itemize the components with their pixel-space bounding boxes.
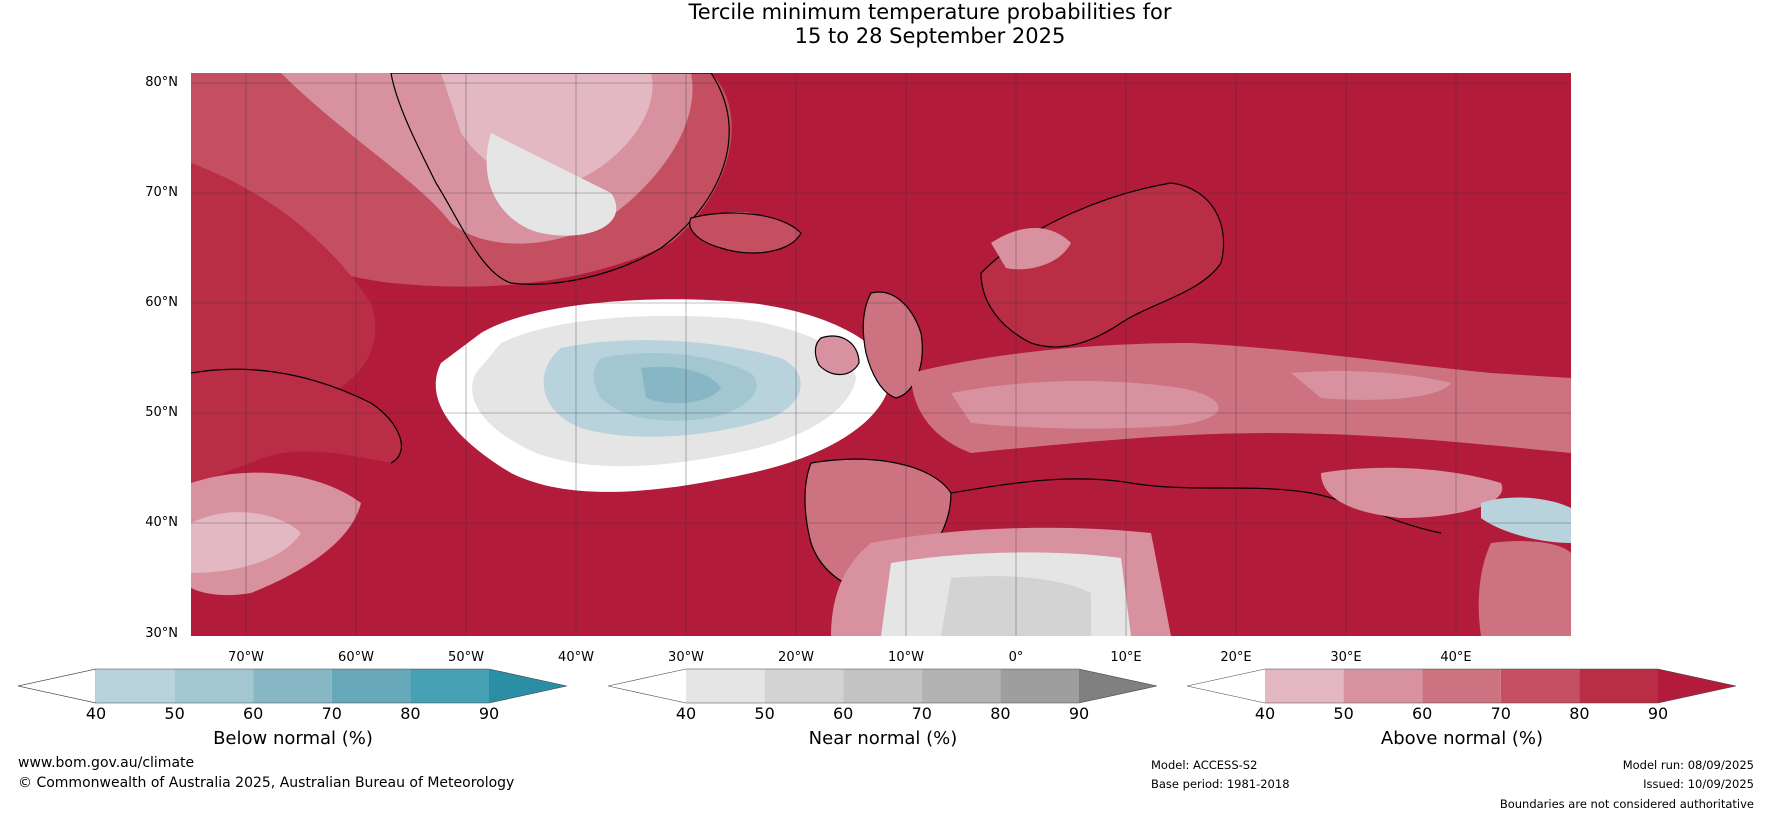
lat-label-50n: 50°N xyxy=(145,405,178,420)
map-title: Tercile minimum temperature probabilitie… xyxy=(0,0,1770,48)
lat-label-30n: 30°N xyxy=(145,626,178,641)
below-tick-80: 80 xyxy=(400,704,421,723)
lon-label-40w: 40°W xyxy=(558,650,594,665)
colorbar-below-arrow-high xyxy=(489,669,567,703)
above-tick-90: 90 xyxy=(1647,704,1669,723)
footer-copyright: © Commonwealth of Australia 2025, Austra… xyxy=(18,775,515,791)
below-tick-70: 70 xyxy=(321,704,342,723)
near-tick-70: 70 xyxy=(911,704,932,723)
colorbar-below-title: Below normal (%) xyxy=(213,728,373,749)
colorbar-below-bin-4 xyxy=(331,669,411,703)
above-tick-60: 60 xyxy=(1412,704,1433,723)
lon-label-30w: 30°W xyxy=(668,650,704,665)
footer-issued: Issued: 10/09/2025 xyxy=(1643,777,1754,791)
colorbar-below-bin-3 xyxy=(253,669,332,703)
lat-label-80n: 80°N xyxy=(145,75,178,90)
lon-label-30e: 30°E xyxy=(1330,650,1362,665)
lon-label-60w: 60°W xyxy=(338,650,374,665)
colorbar-above-arrow-high xyxy=(1658,669,1736,703)
footer-website: www.bom.gov.au/climate xyxy=(18,755,195,771)
lat-label-60n: 60°N xyxy=(145,295,178,310)
lon-label-0: 0° xyxy=(1008,650,1024,665)
near-tick-60: 60 xyxy=(833,704,854,723)
colorbar-near-title: Near normal (%) xyxy=(808,728,958,749)
near-tick-80: 80 xyxy=(990,704,1011,723)
colorbar-above-bin-2 xyxy=(1343,669,1423,703)
below-tick-50: 50 xyxy=(164,704,185,723)
colorbar-near-bin-3 xyxy=(843,669,922,703)
lon-label-10w: 10°W xyxy=(888,650,924,665)
lon-label-50w: 50°W xyxy=(448,650,484,665)
colorbar-above-title: Above normal (%) xyxy=(1380,728,1544,749)
colorbar-above-bin-3 xyxy=(1422,669,1501,703)
footer-model: Model: ACCESS-S2 xyxy=(1151,758,1258,772)
lat-label-40n: 40°N xyxy=(145,515,178,530)
colorbar-near-bin-4 xyxy=(921,669,1001,703)
below-tick-90: 90 xyxy=(478,704,500,723)
above-tick-50: 50 xyxy=(1333,704,1354,723)
map-canvas xyxy=(191,73,1571,636)
colorbar-below-bin-2 xyxy=(174,669,254,703)
colorbar-above-bin-1 xyxy=(1265,669,1344,703)
colorbar-near-bin-1 xyxy=(686,669,765,703)
colorbar-above-arrow-low xyxy=(1187,669,1265,703)
above-tick-70: 70 xyxy=(1490,704,1511,723)
probability-map xyxy=(191,73,1571,636)
colorbar-near-arrow-low xyxy=(608,669,686,703)
colorbar-above-bin-5 xyxy=(1579,669,1658,703)
colorbar-near-bin-2 xyxy=(764,669,844,703)
footer-model-run: Model run: 08/09/2025 xyxy=(1622,758,1754,772)
near-tick-40: 40 xyxy=(675,704,697,723)
colorbar-above-bin-4 xyxy=(1500,669,1580,703)
colorbar-below-bin-5 xyxy=(410,669,489,703)
lon-label-20w: 20°W xyxy=(778,650,814,665)
near-tick-90: 90 xyxy=(1068,704,1090,723)
above-tick-40: 40 xyxy=(1254,704,1276,723)
lat-label-70n: 70°N xyxy=(145,185,178,200)
colorbar-near-arrow-high xyxy=(1079,669,1157,703)
lon-label-10e: 10°E xyxy=(1110,650,1142,665)
lon-label-20e: 20°E xyxy=(1220,650,1252,665)
colorbar-near-normal xyxy=(608,668,1158,704)
above-tick-80: 80 xyxy=(1569,704,1590,723)
title-line-1: Tercile minimum temperature probabilitie… xyxy=(688,0,1172,24)
lon-label-70w: 70°W xyxy=(228,650,264,665)
lon-label-40e: 40°E xyxy=(1440,650,1472,665)
below-tick-40: 40 xyxy=(85,704,107,723)
below-tick-60: 60 xyxy=(243,704,264,723)
colorbar-below-bin-1 xyxy=(96,669,175,703)
colorbar-below-normal xyxy=(18,668,568,704)
colorbar-near-bin-5 xyxy=(1000,669,1079,703)
near-tick-50: 50 xyxy=(754,704,775,723)
title-line-2: 15 to 28 September 2025 xyxy=(794,24,1066,48)
colorbar-below-arrow-low xyxy=(18,668,97,704)
colorbar-above-normal xyxy=(1187,668,1737,704)
footer-disclaimer: Boundaries are not considered authoritat… xyxy=(1499,797,1754,811)
footer-base-period: Base period: 1981-2018 xyxy=(1151,777,1290,791)
